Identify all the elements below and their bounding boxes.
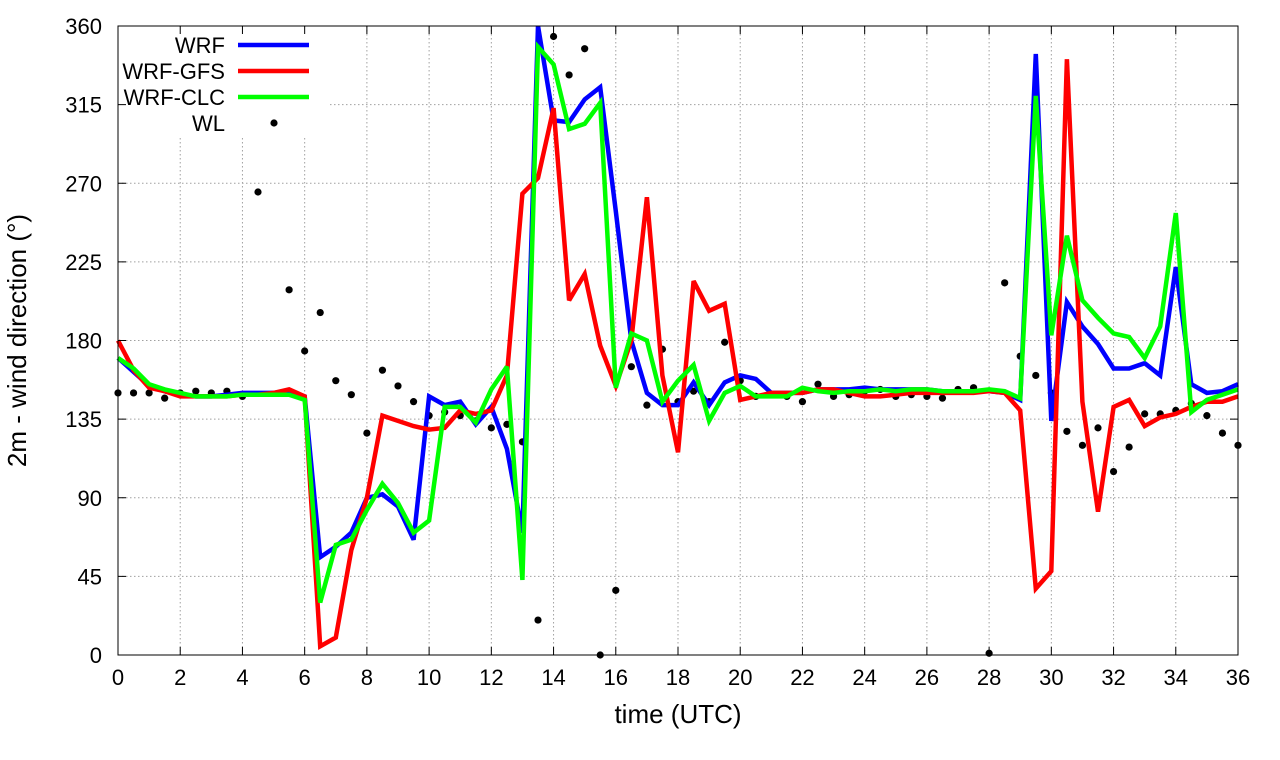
wl-point — [1109, 467, 1118, 476]
x-tick-label: 16 — [604, 665, 628, 690]
y-tick-label: 270 — [65, 171, 102, 196]
wl-point — [394, 382, 402, 390]
wrf-gfs-series-line — [116, 59, 1239, 651]
y-tick-label: 315 — [65, 93, 102, 118]
legend-label-wl: WL — [192, 111, 225, 136]
x-tick-label: 36 — [1226, 665, 1250, 690]
x-tick-label: 0 — [112, 665, 124, 690]
legend-label-wrf-clc: WRF-CLC — [124, 85, 226, 110]
x-axis-title: time (UTC) — [614, 699, 741, 729]
wl-point — [1078, 441, 1087, 449]
x-tick-label: 32 — [1101, 665, 1125, 690]
wl-point — [347, 391, 355, 399]
wl-point — [627, 363, 635, 371]
wl-point — [129, 389, 138, 397]
legend-label-wrf: WRF — [175, 33, 225, 58]
wl-point — [332, 377, 340, 385]
x-tick-label: 34 — [1164, 665, 1188, 690]
y-tick-label: 180 — [65, 329, 102, 354]
legend-swatch-wl — [270, 119, 278, 127]
y-tick-label: 135 — [65, 407, 102, 432]
wl-point — [1001, 279, 1009, 287]
y-tick-label: 225 — [65, 250, 102, 275]
wl-point — [363, 429, 371, 437]
wl-point — [814, 380, 822, 388]
wl-point — [285, 286, 293, 294]
wl-point — [254, 188, 262, 196]
x-tick-label: 28 — [977, 665, 1001, 690]
wl-point — [503, 420, 511, 428]
wl-point — [798, 398, 807, 406]
wl-point — [316, 308, 324, 317]
series-layer — [114, 25, 1242, 659]
y-axis-title: 2m - wind direction (°) — [2, 214, 32, 467]
wl-point — [549, 32, 558, 41]
x-tick-label: 24 — [852, 665, 876, 690]
x-tick-label: 20 — [728, 665, 752, 690]
legend-label-wrf-gfs: WRF-GFS — [122, 59, 225, 84]
wl-point — [1203, 412, 1211, 420]
x-tick-label: 18 — [666, 665, 690, 690]
wl-point — [1094, 424, 1102, 432]
wl-point — [534, 616, 542, 624]
y-tick-label: 0 — [90, 643, 102, 668]
wl-point — [192, 387, 200, 395]
x-tick-label: 2 — [174, 665, 186, 690]
x-tick-label: 8 — [361, 665, 373, 690]
wl-point — [378, 366, 387, 374]
x-tick-label: 12 — [479, 665, 503, 690]
y-tick-label: 90 — [78, 486, 102, 511]
wl-point — [1032, 371, 1040, 380]
x-tick-label: 30 — [1039, 665, 1063, 690]
wl-point — [689, 387, 698, 395]
wl-point — [161, 394, 169, 402]
wl-point — [145, 389, 153, 397]
x-tick-label: 10 — [417, 665, 441, 690]
x-tick-label: 6 — [299, 665, 311, 690]
x-tick-label: 14 — [541, 665, 565, 690]
y-tick-label: 45 — [78, 564, 102, 589]
y-tick-label: 360 — [65, 14, 102, 39]
wl-point — [1218, 429, 1227, 437]
wl-point — [721, 338, 729, 346]
wl-point — [409, 398, 418, 406]
wl-point — [612, 586, 620, 594]
x-tick-label: 26 — [915, 665, 939, 690]
wrf-clc-series-line — [116, 41, 1239, 604]
wl-point — [1125, 443, 1133, 451]
wl-point — [487, 424, 495, 432]
wl-point — [938, 394, 947, 402]
x-tick-label: 4 — [236, 665, 248, 690]
ticks: 0 2 4 6 8 10 12 14 16 18 20 22 24 26 28 30 32 34 360459013… — [65, 14, 1250, 690]
wl-point — [301, 347, 309, 355]
wl-point — [565, 71, 573, 79]
wl-point — [1141, 410, 1149, 418]
wl-point — [1063, 427, 1071, 435]
x-tick-label: 22 — [790, 665, 814, 690]
wl-point — [643, 401, 651, 409]
wl-point — [581, 45, 589, 53]
